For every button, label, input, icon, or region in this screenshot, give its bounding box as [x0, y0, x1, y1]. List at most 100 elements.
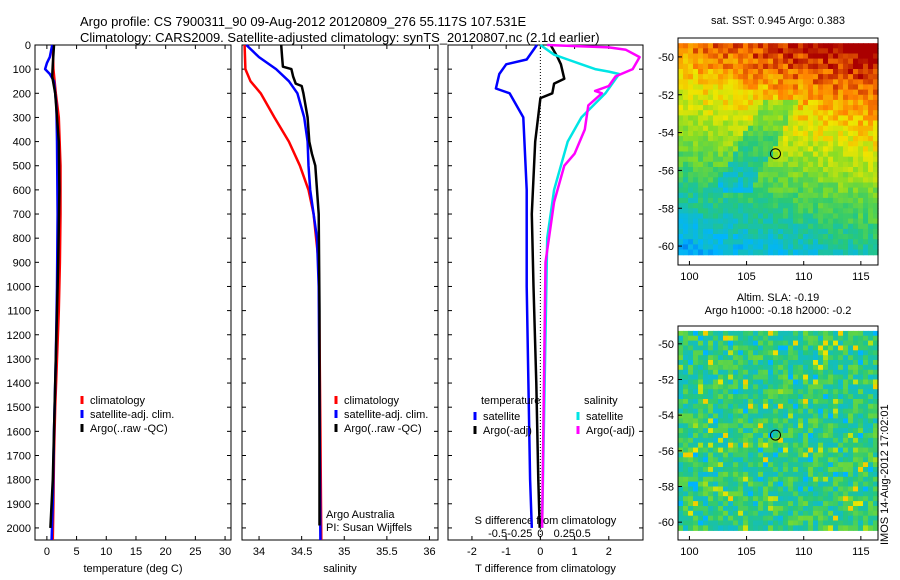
- map-cell: [738, 239, 744, 245]
- map-cell: [838, 462, 844, 468]
- map-cell: [853, 437, 859, 444]
- map-cell: [713, 355, 719, 361]
- map-cell: [683, 394, 689, 400]
- map-cell: [818, 63, 824, 70]
- map-cell: [693, 151, 699, 158]
- map-cell: [703, 74, 709, 80]
- legend-label: Argo(-adj): [483, 425, 532, 437]
- map-cell: [678, 501, 684, 507]
- y-tick-label: 1900: [7, 499, 31, 511]
- map-cell: [838, 481, 844, 488]
- map-cell: [758, 234, 764, 240]
- map-cell: [778, 192, 784, 199]
- map-cell: [863, 501, 869, 507]
- map-cell: [838, 167, 844, 173]
- map-cell: [723, 408, 729, 415]
- map-cell: [853, 99, 859, 106]
- map-cell: [703, 437, 709, 444]
- map-cell: [808, 177, 814, 184]
- map-cell: [818, 146, 824, 153]
- map-cell: [718, 345, 724, 351]
- map-y-tick-label: -52: [658, 90, 674, 102]
- map-cell: [763, 496, 769, 502]
- map-cell: [818, 452, 824, 458]
- map-cell: [808, 161, 814, 168]
- map-cell: [693, 389, 699, 395]
- map-cell: [873, 43, 879, 49]
- map-cell: [783, 467, 789, 473]
- map-cell: [738, 374, 744, 381]
- map-cell: [748, 447, 754, 454]
- map-cell: [768, 340, 774, 347]
- map-cell: [703, 99, 709, 106]
- map-cell: [753, 141, 759, 147]
- map-cell: [748, 177, 754, 184]
- map-cell: [698, 471, 704, 478]
- map-cell: [788, 476, 794, 483]
- map-cell: [823, 43, 829, 49]
- map-cell: [758, 340, 764, 347]
- map-cell: [738, 48, 744, 55]
- map-cell: [708, 84, 714, 91]
- map-cell: [713, 364, 719, 371]
- map-cell: [873, 192, 879, 199]
- map-cell: [778, 345, 784, 351]
- map-cell: [868, 146, 874, 153]
- map-cell: [813, 208, 819, 215]
- map-cell: [723, 355, 729, 361]
- map-cell: [778, 520, 784, 526]
- map-cell: [788, 389, 794, 395]
- map-cell: [798, 476, 804, 483]
- map-cell: [718, 486, 724, 492]
- map-cell: [833, 476, 839, 483]
- map-cell: [853, 350, 859, 356]
- map-cell: [793, 125, 799, 132]
- map-cell: [778, 79, 784, 86]
- map-cell: [693, 187, 699, 194]
- map-cell: [823, 172, 829, 178]
- map-cell: [873, 501, 879, 507]
- map-cell: [698, 234, 704, 240]
- map-cell: [713, 433, 719, 439]
- map-cell: [688, 345, 694, 351]
- map-cell: [718, 223, 724, 230]
- map-cell: [768, 208, 774, 215]
- map-cell: [848, 99, 854, 106]
- map-cell: [693, 94, 699, 101]
- map-cell: [828, 428, 834, 434]
- map-cell: [708, 218, 714, 225]
- map-cell: [858, 442, 864, 449]
- map-cell: [753, 187, 759, 194]
- map-cell: [733, 394, 739, 400]
- map-cell: [858, 177, 864, 184]
- map-cell: [683, 350, 689, 356]
- map-cell: [848, 379, 854, 385]
- map-cell: [773, 394, 779, 400]
- map-cell: [873, 335, 879, 342]
- map-cell: [723, 125, 729, 132]
- map-cell: [783, 115, 789, 122]
- map-cell: [698, 442, 704, 449]
- map-cell: [828, 146, 834, 153]
- map-cell: [763, 340, 769, 347]
- map-cell: [743, 433, 749, 439]
- map-cell: [873, 141, 879, 147]
- map-cell: [808, 403, 814, 410]
- map-cell: [843, 462, 849, 468]
- map-cell: [798, 486, 804, 492]
- map-cell: [843, 69, 849, 75]
- map-cell: [733, 462, 739, 468]
- map-cell: [778, 515, 784, 522]
- map-cell: [698, 379, 704, 385]
- map-cell: [763, 99, 769, 106]
- map-cell: [858, 403, 864, 410]
- map-cell: [783, 79, 789, 86]
- map-cell: [793, 384, 799, 390]
- map-cell: [778, 172, 784, 178]
- map-cell: [693, 79, 699, 86]
- map-cell: [723, 442, 729, 449]
- map-cell: [743, 467, 749, 473]
- map-cell: [833, 156, 839, 163]
- map-cell: [853, 48, 859, 55]
- map-cell: [753, 355, 759, 361]
